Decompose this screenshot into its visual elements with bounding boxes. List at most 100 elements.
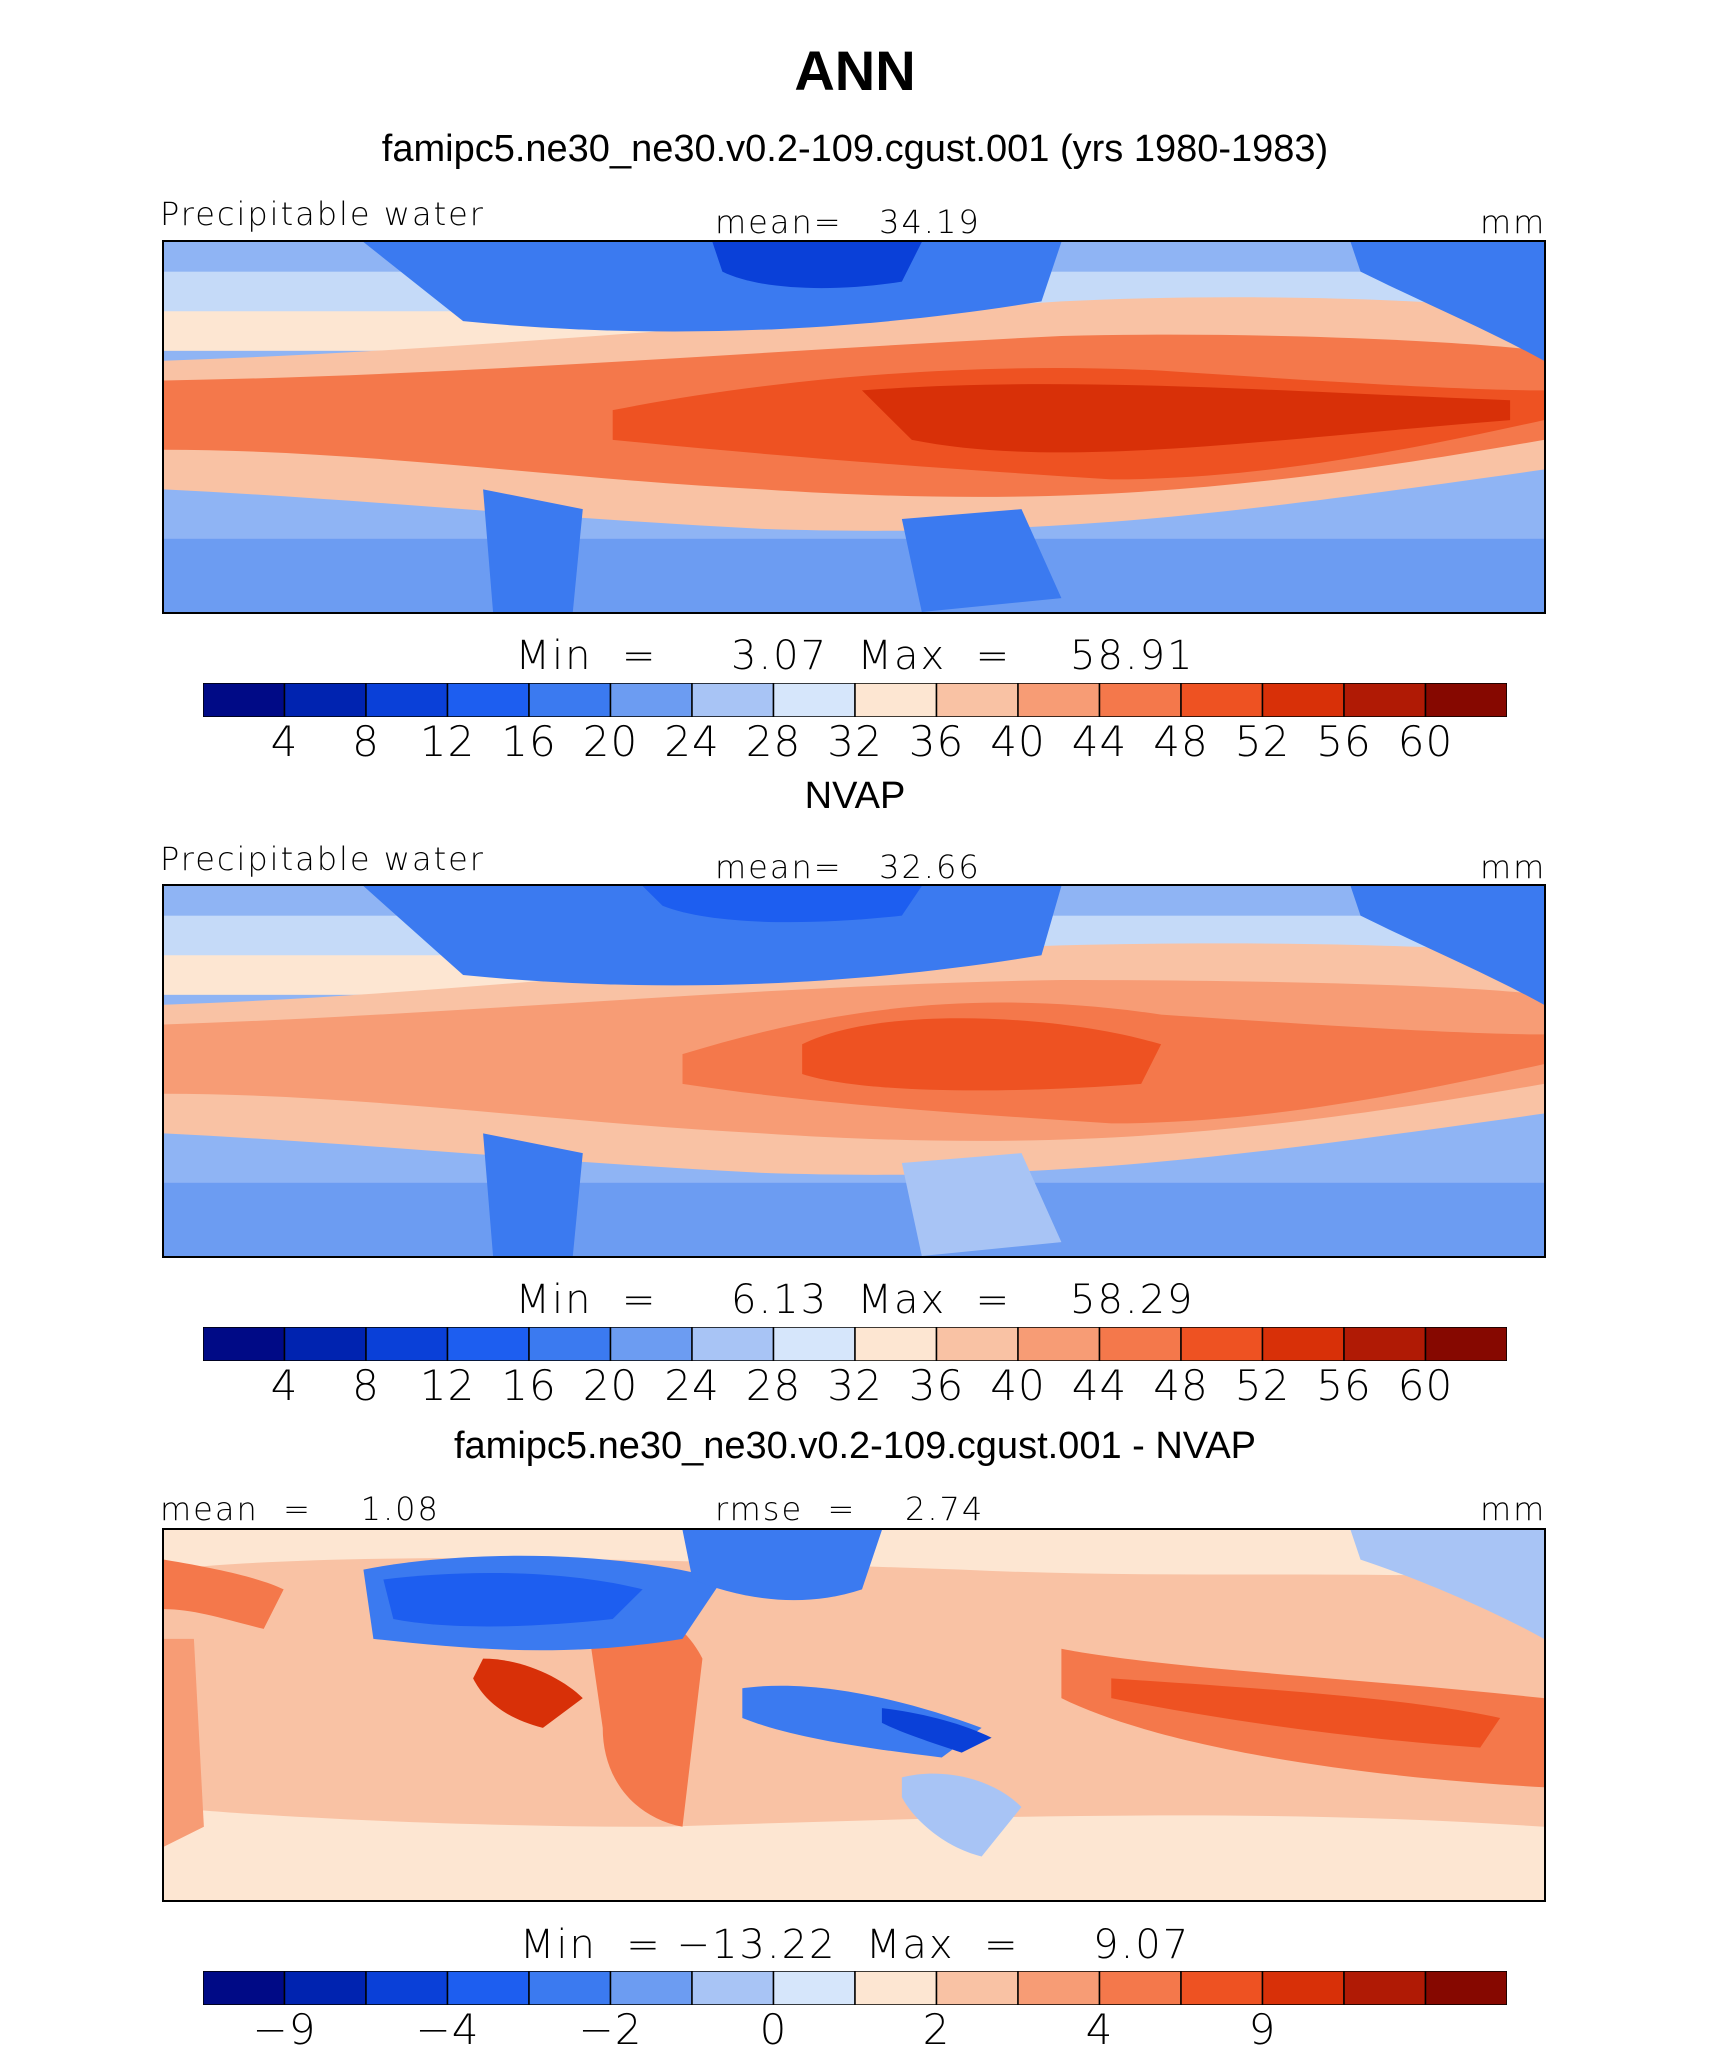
- panel-2-variable-label: Precipitable water: [160, 840, 485, 878]
- panel-3-subtitle: famipc5.ne30_ne30.v0.2-109.cgust.001 - N…: [453, 1425, 1257, 1467]
- colorbar-swatch: [365, 1327, 449, 1361]
- colorbar-swatch: [935, 1327, 1019, 1361]
- colorbar-tick-label: 4: [270, 717, 299, 766]
- colorbar-swatch: [691, 1327, 775, 1361]
- colorbar-tick-label: 52: [1234, 1361, 1291, 1410]
- colorbar-tick-label: 20: [582, 1361, 639, 1410]
- panel-3-colorbar: [203, 1971, 1507, 2005]
- colorbar-swatch: [365, 1971, 449, 2005]
- colorbar-swatch: [1017, 1971, 1101, 2005]
- colorbar-swatch: [1261, 1327, 1345, 1361]
- panel-2-units: mm: [1480, 848, 1547, 886]
- colorbar-swatch: [1098, 1327, 1182, 1361]
- colorbar-swatch: [609, 1327, 693, 1361]
- panel-1-mean-label: mean= 34.19: [715, 203, 981, 241]
- colorbar-swatch: [1261, 683, 1345, 717]
- colorbar-tick-label: 40: [990, 1361, 1046, 1410]
- colorbar-swatch: [1424, 683, 1507, 717]
- colorbar-swatch: [283, 1971, 367, 2005]
- colorbar-tick-label: 36: [908, 717, 965, 766]
- colorbar-tick-label: 8: [352, 1361, 380, 1410]
- colorbar-swatch: [446, 683, 530, 717]
- colorbar-swatch: [365, 683, 449, 717]
- colorbar-tick-label: 60: [1397, 1361, 1454, 1410]
- panel-1-units: mm: [1480, 203, 1547, 241]
- colorbar-tick-label: 20: [582, 717, 639, 766]
- colorbar-tick-label: −9: [252, 2005, 317, 2054]
- colorbar-tick-label: 8: [352, 717, 380, 766]
- colorbar-tick-label: 56: [1316, 717, 1372, 766]
- panel-2-colorbar-ticks: 4 8 12 16 20 24 28 32 36 40 44 48 52 56 60: [203, 1361, 1507, 1411]
- colorbar-swatch: [528, 683, 612, 717]
- colorbar-swatch: [935, 1971, 1019, 2005]
- colorbar-swatch: [446, 1971, 530, 2005]
- colorbar-tick-label: 32: [827, 1361, 883, 1410]
- colorbar-swatch: [691, 683, 775, 717]
- panel-2-subtitle: NVAP: [804, 775, 906, 817]
- colorbar-tick-label: 4: [270, 1361, 299, 1410]
- panel-3-colorbar-ticks: −9 −4 −2 0 2 4 9: [203, 2005, 1507, 2055]
- colorbar-swatch: [691, 1971, 775, 2005]
- colorbar-swatch: [1098, 1971, 1182, 2005]
- colorbar-swatch: [772, 683, 856, 717]
- colorbar-swatch: [1017, 683, 1101, 717]
- colorbar-tick-label: −4: [415, 2005, 480, 2054]
- panel-1-colorbar: [203, 683, 1507, 717]
- colorbar-swatch: [1180, 1971, 1264, 2005]
- colorbar-tick-label: 24: [664, 1361, 720, 1410]
- colorbar-swatch: [1343, 1971, 1427, 2005]
- colorbar-swatch: [1424, 1327, 1507, 1361]
- panel-1-variable-label: Precipitable water: [160, 195, 485, 233]
- colorbar-swatch: [203, 1327, 286, 1361]
- panel-1-min-max: Min = 3.07 Max = 58.91: [515, 633, 1195, 679]
- colorbar-tick-label: 44: [1071, 717, 1128, 766]
- colorbar-tick-label: 28: [745, 717, 802, 766]
- panel-2-min-max: Min = 6.13 Max = 58.29: [515, 1277, 1195, 1323]
- colorbar-tick-label: 60: [1397, 717, 1454, 766]
- colorbar-swatch: [1017, 1327, 1101, 1361]
- panel-3-units: mm: [1480, 1490, 1547, 1528]
- colorbar-swatch: [854, 1327, 938, 1361]
- colorbar-tick-label: 28: [745, 1361, 802, 1410]
- colorbar-swatch: [283, 683, 367, 717]
- panel-2-mean-label: mean= 32.66: [715, 848, 981, 886]
- panel-3-rmse-label: rmse = 2.74: [715, 1490, 985, 1528]
- colorbar-swatch: [1098, 683, 1182, 717]
- colorbar-tick-label: 32: [827, 717, 883, 766]
- colorbar-tick-label: 12: [419, 1361, 476, 1410]
- panel-3-mean-label: mean = 1.08: [160, 1490, 440, 1528]
- colorbar-swatch: [1343, 1327, 1427, 1361]
- colorbar-tick-label: 36: [908, 1361, 965, 1410]
- colorbar-tick-label: 4: [1085, 2005, 1114, 2054]
- colorbar-swatch: [1424, 1971, 1507, 2005]
- colorbar-swatch: [203, 683, 286, 717]
- figure-title: ANN: [794, 39, 916, 102]
- colorbar-swatch: [1261, 1971, 1345, 2005]
- colorbar-tick-label: 2: [922, 2005, 951, 2054]
- colorbar-tick-label: 52: [1234, 717, 1291, 766]
- panel-1-subtitle: famipc5.ne30_ne30.v0.2-109.cgust.001 (yr…: [381, 128, 1329, 170]
- colorbar-tick-label: 56: [1316, 1361, 1372, 1410]
- colorbar-tick-label: 24: [664, 717, 720, 766]
- colorbar-tick-label: 16: [501, 1361, 557, 1410]
- colorbar-tick-label: 44: [1071, 1361, 1128, 1410]
- colorbar-tick-label: 9: [1248, 2005, 1277, 2054]
- colorbar-swatch: [1343, 683, 1427, 717]
- colorbar-tick-label: 16: [501, 717, 557, 766]
- colorbar-swatch: [772, 1971, 856, 2005]
- colorbar-tick-label: 48: [1153, 717, 1209, 766]
- panel-2-colorbar: [203, 1327, 1507, 1361]
- colorbar-swatch: [528, 1971, 612, 2005]
- colorbar-swatch: [283, 1327, 367, 1361]
- colorbar-tick-label: 12: [419, 717, 476, 766]
- colorbar-swatch: [609, 1971, 693, 2005]
- colorbar-tick-label: −2: [578, 2005, 643, 2054]
- colorbar-swatch: [1180, 1327, 1264, 1361]
- colorbar-tick-label: 40: [990, 717, 1046, 766]
- colorbar-swatch: [854, 1971, 938, 2005]
- panel-2-map: [162, 884, 1546, 1258]
- panel-3-map: [162, 1528, 1546, 1902]
- colorbar-swatch: [528, 1327, 612, 1361]
- colorbar-swatch: [609, 683, 693, 717]
- panel-3-min-max: Min = −13.22 Max = 9.07: [519, 1922, 1191, 1968]
